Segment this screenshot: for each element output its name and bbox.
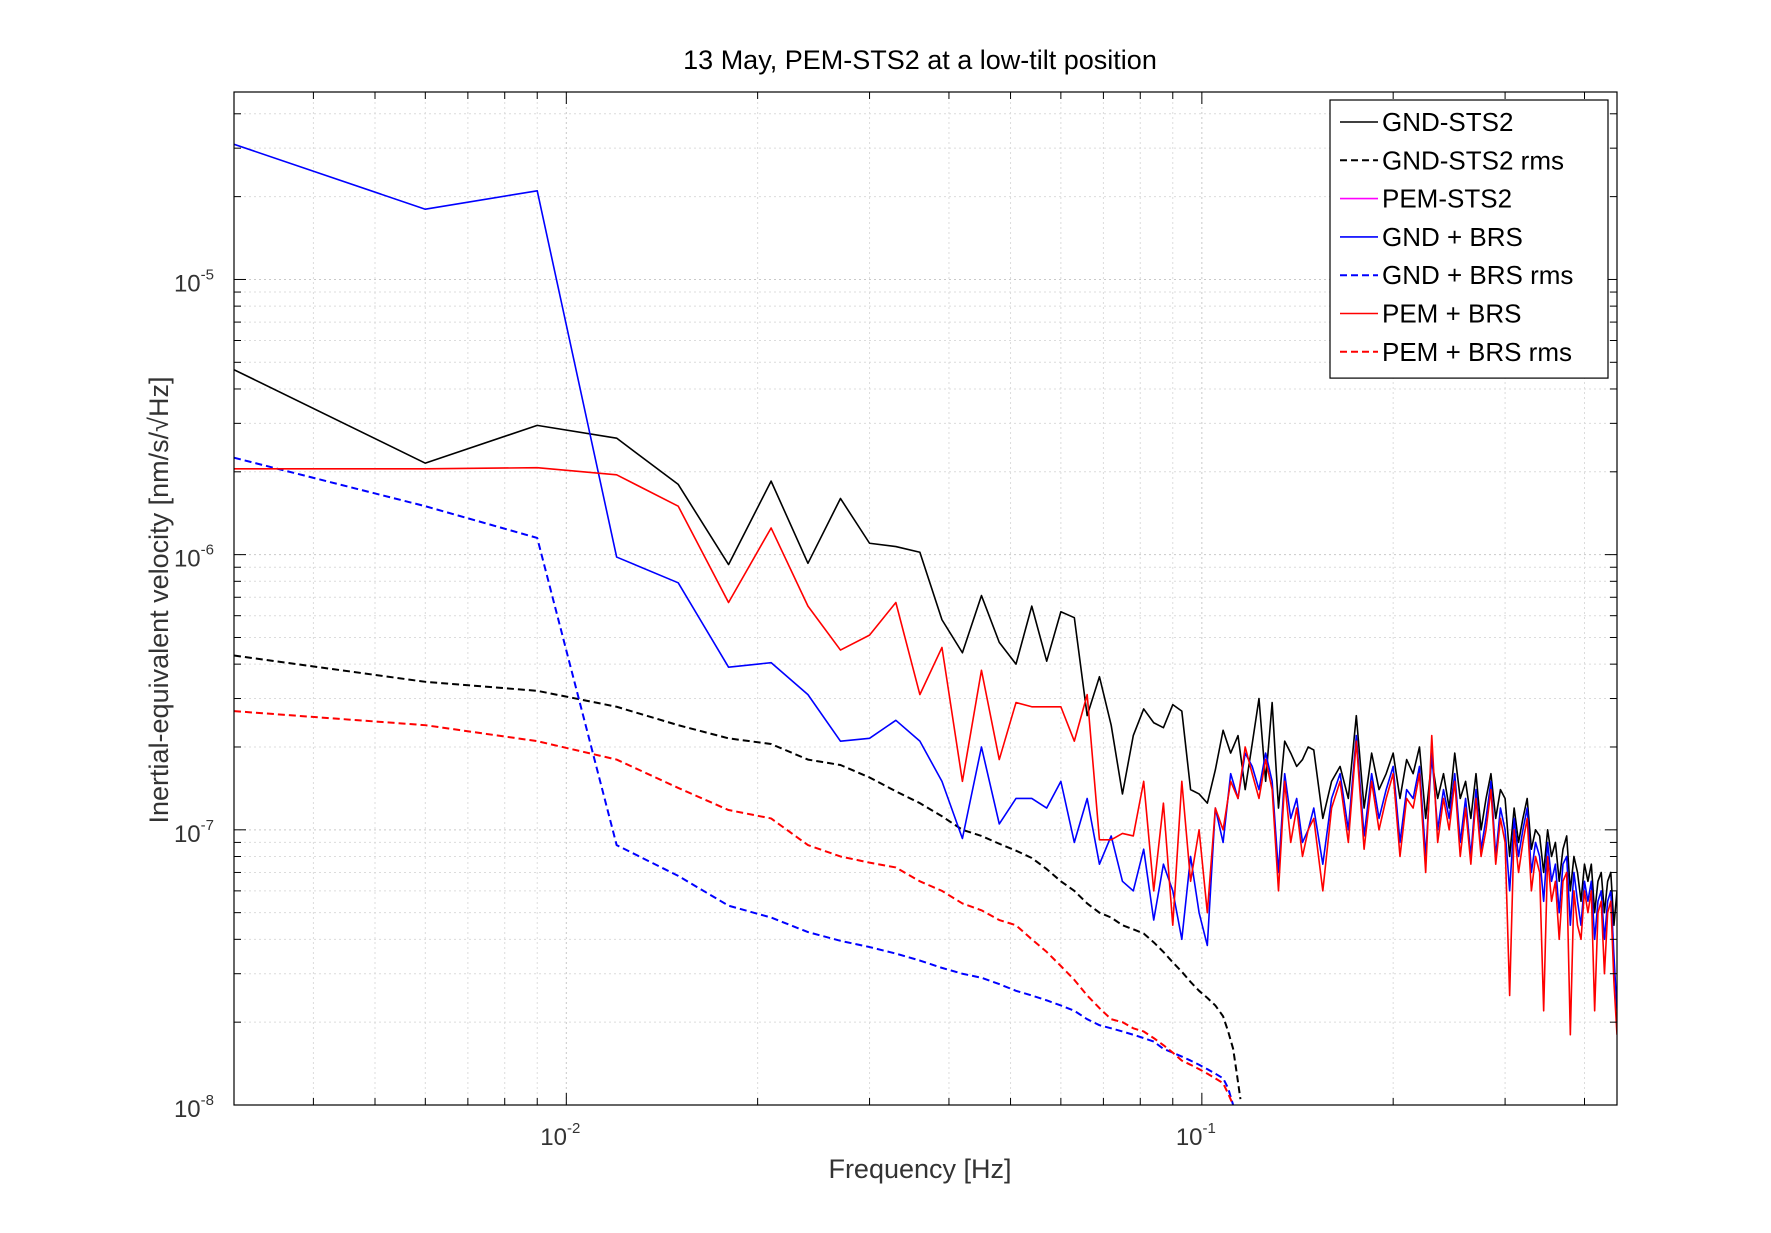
y-tick-label-exp: -7: [201, 817, 214, 834]
legend-label-0: GND-STS2: [1382, 107, 1513, 137]
y-tick-label-base: 10: [174, 1096, 201, 1123]
series-line-1: [234, 654, 1242, 1100]
x-tick-label-exp: -1: [1203, 1120, 1216, 1137]
y-tick-label: 10-5: [174, 266, 214, 297]
legend-label-1: GND-STS2 rms: [1382, 145, 1564, 175]
series-layer: [234, 143, 1617, 1105]
y-tick-label: 10-6: [174, 542, 214, 573]
series-line-6: [234, 710, 1235, 1105]
y-tick-label-base: 10: [174, 821, 201, 848]
legend: GND-STS2 GND-STS2 rms PEM-STS2 GND + BRS GND…: [1329, 99, 1609, 379]
x-tick-label-base: 10: [1176, 1124, 1203, 1151]
y-tick-label: 10-7: [174, 817, 214, 848]
axis-ticks: 10-2 10-110-810-710-610-5: [174, 92, 1617, 1151]
y-tick-label-base: 10: [174, 270, 201, 297]
x-tick-label: 10-1: [1176, 1120, 1216, 1151]
legend-label-5: PEM + BRS: [1382, 299, 1521, 329]
y-tick-label: 10-8: [174, 1092, 214, 1123]
series-line-0: [234, 368, 1617, 927]
y-tick-label-exp: -6: [201, 542, 214, 559]
series-line-4: [234, 456, 1235, 1105]
legend-label-3: GND + BRS: [1382, 222, 1523, 252]
legend-box: [1329, 99, 1609, 379]
legend-label-2: PEM-STS2: [1382, 184, 1512, 214]
y-tick-label-exp: -5: [201, 266, 214, 283]
x-tick-label-base: 10: [540, 1124, 567, 1151]
x-tick-label: 10-2: [540, 1120, 580, 1151]
y-axis-label: Inertial-equivalent velocity [nm/s/√Hz]: [144, 377, 174, 824]
y-tick-label-exp: -8: [201, 1092, 214, 1109]
chart-title: 13 May, PEM-STS2 at a low-tilt position: [683, 45, 1157, 75]
legend-label-6: PEM + BRS rms: [1382, 337, 1572, 367]
x-tick-label-exp: -2: [567, 1120, 580, 1137]
series-line-5: [234, 466, 1617, 1036]
plot-frame: [233, 91, 1618, 1106]
x-axis-label: Frequency [Hz]: [828, 1154, 1011, 1184]
legend-label-4: GND + BRS rms: [1382, 260, 1573, 290]
y-tick-label-base: 10: [174, 546, 201, 573]
